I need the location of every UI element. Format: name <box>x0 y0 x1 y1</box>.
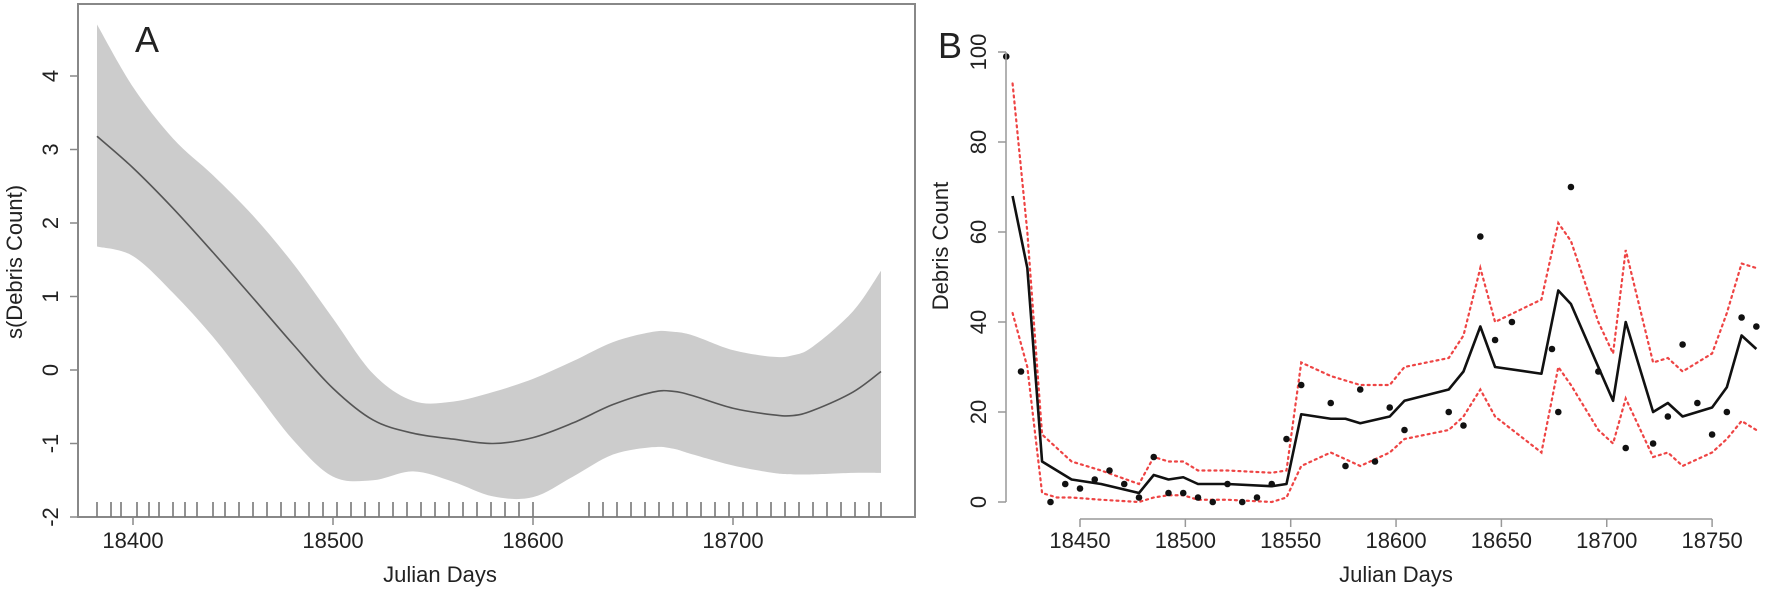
data-point <box>1567 183 1575 191</box>
y-tick-label: -2 <box>38 507 63 527</box>
x-tick-label: 18700 <box>702 528 763 553</box>
x-tick-label: 18500 <box>1155 528 1216 553</box>
y-tick-label: 3 <box>38 143 63 155</box>
panel-b-x-axis: 18450 18500 18550 18600 18650 18700 18750 <box>1049 518 1743 553</box>
data-point <box>1548 345 1556 353</box>
panel-b-y-axis: 0 20 40 60 80 100 <box>966 34 1007 508</box>
y-tick-label: 100 <box>966 34 991 71</box>
data-point <box>1401 426 1408 434</box>
x-tick-label: 18750 <box>1682 528 1743 553</box>
data-point <box>1477 233 1484 240</box>
panel-b-y-title: Debris Count <box>928 182 953 310</box>
y-tick-label: -1 <box>38 434 63 454</box>
data-point <box>1106 467 1113 474</box>
y-tick-label: 20 <box>966 400 991 424</box>
y-tick-label: 1 <box>38 290 63 302</box>
data-point <box>1091 476 1099 483</box>
data-point <box>1179 489 1187 497</box>
y-tick-label: 0 <box>38 364 63 376</box>
panel-b-letter: B <box>938 25 962 66</box>
x-tick-label: 18500 <box>302 528 363 553</box>
data-point <box>1508 318 1516 326</box>
panel-a-y-title: s(Debris Count) <box>2 185 27 339</box>
y-tick-label: 2 <box>38 217 63 229</box>
panel-a-confidence-band <box>97 24 881 500</box>
data-point <box>1342 462 1349 470</box>
data-point <box>1753 323 1760 330</box>
data-point <box>1238 498 1246 506</box>
data-point <box>1076 485 1084 492</box>
panel-a-x-title: Julian Days <box>383 562 497 587</box>
data-point <box>1165 489 1172 497</box>
panel-a-smooth-line <box>96 135 882 445</box>
data-point <box>1253 494 1261 501</box>
panel-a-y-axis: -2 -1 0 1 2 3 4 <box>38 70 78 527</box>
y-tick-label: 0 <box>966 496 991 508</box>
panel-a-frame <box>77 3 916 518</box>
x-tick-label: 18600 <box>1365 528 1426 553</box>
data-point <box>1386 404 1394 411</box>
x-tick-label: 18450 <box>1049 528 1110 553</box>
x-tick-label: 18650 <box>1471 528 1532 553</box>
panel-b-x-title: Julian Days <box>1339 562 1453 587</box>
data-point <box>1297 381 1305 389</box>
y-tick-label: 60 <box>966 220 991 244</box>
x-tick-label: 18600 <box>502 528 563 553</box>
data-point <box>1209 498 1217 506</box>
y-tick-label: 40 <box>966 310 991 334</box>
panel-a-letter: A <box>135 19 159 60</box>
panel-b-observed-points <box>1002 53 1760 506</box>
panel-a: -2 -1 0 1 2 3 4 18400 18500 18600 18700 A s(Debri… <box>2 3 916 587</box>
data-point <box>1356 386 1364 393</box>
panel-b-fitted-line <box>1011 195 1758 495</box>
data-point <box>1738 314 1745 321</box>
data-point <box>1491 336 1499 344</box>
data-point <box>1061 480 1069 488</box>
data-point <box>1664 413 1672 420</box>
data-point <box>1268 480 1276 488</box>
y-tick-label: 80 <box>966 130 991 154</box>
data-point <box>1649 440 1657 447</box>
panel-a-x-axis: 18400 18500 18600 18700 <box>102 517 764 553</box>
data-point <box>1445 408 1453 416</box>
data-point <box>1283 435 1290 443</box>
data-point <box>1708 431 1716 438</box>
data-point <box>1694 399 1701 407</box>
panel-a-rug <box>96 502 882 517</box>
data-point <box>1120 480 1128 488</box>
data-point <box>1047 498 1054 506</box>
data-point <box>1327 399 1335 407</box>
panel-b-upper-interval <box>1011 82 1758 486</box>
x-tick-label: 18550 <box>1260 528 1321 553</box>
data-point <box>1622 444 1630 452</box>
data-point <box>1135 494 1143 501</box>
x-tick-label: 18700 <box>1576 528 1637 553</box>
y-tick-label: 4 <box>38 70 63 82</box>
data-point <box>1460 422 1467 429</box>
data-point <box>1150 453 1158 461</box>
data-point <box>1194 494 1202 501</box>
data-point <box>1224 480 1231 488</box>
data-point <box>1723 408 1731 416</box>
data-point <box>1679 341 1686 348</box>
data-point <box>1595 368 1602 375</box>
data-point <box>1017 368 1025 375</box>
data-point <box>1554 408 1562 416</box>
data-point <box>1371 458 1379 465</box>
x-tick-label: 18400 <box>102 528 163 553</box>
panel-b-lower-interval <box>1011 311 1758 504</box>
